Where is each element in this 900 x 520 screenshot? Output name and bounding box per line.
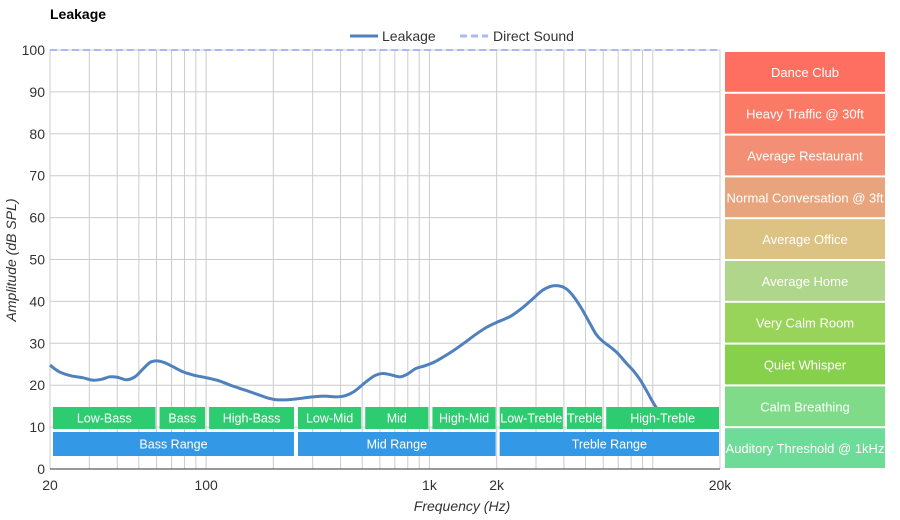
range-mid-range (297, 432, 496, 456)
x-axis-label: Frequency (Hz) (414, 498, 510, 514)
band-treble (566, 407, 603, 429)
ref-level-heavy-traffic-30ft (725, 93, 885, 134)
ref-level-very-calm-room (725, 302, 885, 343)
band-low-treble (499, 407, 563, 429)
y-tick-label-100: 100 (22, 42, 46, 58)
band-label-mid: Mid (387, 412, 407, 426)
range-treble-range (499, 432, 719, 456)
reference-levels: Dance Club Heavy Traffic @ 30ft Average Re… (725, 52, 885, 468)
legend-direct-sound-label: Direct Sound (493, 28, 574, 44)
y-tick-label-70: 70 (29, 168, 45, 184)
y-axis-ticks: 0 10 20 30 40 50 60 70 80 90 100 (22, 42, 46, 477)
ref-level-label-average-home: Average Home (762, 274, 848, 289)
range-label-treble-range: Treble Range (572, 438, 647, 452)
ref-level-normal-conversation-3ft (725, 177, 885, 218)
legend: Leakage Direct Sound (350, 28, 574, 44)
band-high-treble (606, 407, 719, 429)
ref-level-label-auditory-threshold-1khz: Auditory Threshold @ 1kHz (726, 441, 885, 456)
band-low-mid (297, 407, 362, 429)
band-high-bass (209, 407, 294, 429)
ref-level-average-home (725, 261, 885, 301)
range-label-bass-range: Bass Range (139, 438, 207, 452)
x-tick-label-100: 100 (194, 477, 218, 493)
chart-title: Leakage (50, 6, 106, 22)
ref-level-label-very-calm-room: Very Calm Room (756, 316, 854, 331)
ref-level-label-calm-breathing: Calm Breathing (760, 399, 850, 414)
y-tick-label-40: 40 (29, 293, 45, 309)
x-tick-label-20: 20 (42, 477, 58, 493)
ref-level-dance-club (725, 52, 885, 92)
y-tick-label-80: 80 (29, 126, 45, 142)
band-label-bass: Bass (168, 412, 196, 426)
band-label-low-mid: Low-Mid (306, 412, 353, 426)
series-line-leakage (49, 284, 663, 415)
band-label-treble: Treble (567, 412, 602, 426)
y-tick-label-60: 60 (29, 210, 45, 226)
band-low-bass (53, 407, 156, 429)
series-layer (49, 48, 720, 415)
band-label-high-mid: High-Mid (439, 412, 489, 426)
grid (49, 49, 721, 469)
x-axis-ticks: 20 100 1k 2k 20k (42, 477, 732, 493)
ref-level-average-office (725, 219, 885, 259)
range-bass-range (53, 432, 294, 456)
frequency-bands: Low-Bass Bass High-Bass Low-Mid Mid High-Mid L… (53, 407, 719, 456)
range-label-mid-range: Mid Range (367, 438, 427, 452)
band-label-high-treble: High-Treble (630, 412, 695, 426)
y-tick-label-0: 0 (37, 461, 45, 477)
x-tick-label-20k: 20k (709, 477, 733, 493)
ref-level-label-average-office: Average Office (762, 232, 848, 247)
band-label-low-bass: Low-Bass (77, 412, 132, 426)
ref-level-auditory-threshold-1khz (725, 428, 885, 468)
band-label-high-bass: High-Bass (223, 412, 281, 426)
ref-level-label-average-restaurant: Average Restaurant (747, 149, 863, 164)
y-tick-label-20: 20 (29, 377, 45, 393)
ref-level-label-dance-club: Dance Club (771, 65, 839, 80)
legend-leakage-label: Leakage (382, 28, 436, 44)
ref-level-label-quiet-whisper: Quiet Whisper (764, 358, 847, 373)
ref-level-label-normal-conversation-3ft: Normal Conversation @ 3ft (727, 190, 884, 205)
band-label-low-treble: Low-Treble (500, 412, 562, 426)
y-tick-label-90: 90 (29, 84, 45, 100)
y-tick-label-50: 50 (29, 252, 45, 268)
y-tick-label-30: 30 (29, 335, 45, 351)
band-high-mid (432, 407, 496, 429)
x-tick-label-1k: 1k (422, 477, 438, 493)
ref-level-average-restaurant (725, 135, 885, 176)
band-bass (159, 407, 206, 429)
y-axis-label: Amplitude (dB SPL) (3, 199, 19, 323)
y-tick-label-10: 10 (29, 419, 45, 435)
band-mid (365, 407, 429, 429)
ref-level-quiet-whisper (725, 344, 885, 385)
ref-level-label-heavy-traffic-30ft: Heavy Traffic @ 30ft (746, 107, 864, 122)
x-tick-label-2k: 2k (489, 477, 505, 493)
ref-level-calm-breathing (725, 386, 885, 427)
